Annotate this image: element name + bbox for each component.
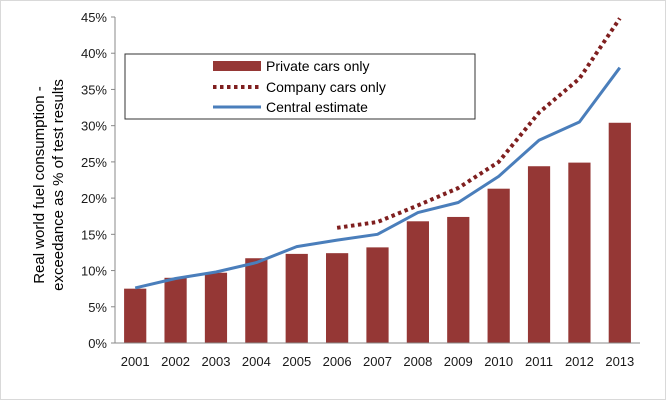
y-tick-label: 15% <box>81 227 107 242</box>
bar <box>487 188 510 343</box>
y-tick-label: 20% <box>81 191 107 206</box>
bar <box>568 162 591 343</box>
legend-label-central: Central estimate <box>266 99 368 115</box>
legend-box <box>124 53 476 120</box>
bar <box>326 253 349 343</box>
x-tick-label: 2008 <box>403 354 432 369</box>
x-tick-label: 2011 <box>525 354 553 369</box>
x-tick-label: 2009 <box>444 354 473 369</box>
bar <box>245 258 268 343</box>
bar <box>285 253 308 343</box>
y-tick-label: 25% <box>81 155 107 170</box>
y-axis-label-line2: exceedance as % of test results <box>50 79 67 291</box>
x-tick-label: 2004 <box>242 354 271 369</box>
x-tick-label: 2007 <box>363 354 392 369</box>
y-tick-label: 35% <box>81 82 107 97</box>
y-tick-label: 45% <box>81 10 107 25</box>
bar <box>608 122 631 343</box>
x-axis: 2001 2002 2003 2004 2005 2006 2007 2008 2009 2010… <box>115 342 640 369</box>
legend-label-company: Company cars only <box>266 79 386 95</box>
bar <box>204 272 228 343</box>
y-tick-label: 5% <box>88 300 107 315</box>
y-axis: 0% 5% 10% 15% 20% 25% 30% 35% 40% 45% <box>81 10 116 351</box>
y-axis-label-line1: Real world fuel consumption - <box>31 86 48 284</box>
bar <box>406 221 429 343</box>
x-tick-label: 2013 <box>605 354 634 369</box>
legend-swatch-private <box>213 61 261 71</box>
bar <box>366 247 389 343</box>
bar <box>527 166 551 343</box>
bar <box>447 216 470 343</box>
x-tick-label: 2002 <box>161 354 190 369</box>
x-tick-label: 2001 <box>121 354 150 369</box>
y-axis-label: Real world fuel consumption - exceedance… <box>31 79 67 291</box>
line-series <box>134 17 622 290</box>
y-tick-label: 40% <box>81 46 107 61</box>
y-tick-label: 10% <box>81 264 107 279</box>
bar <box>124 288 147 343</box>
bar <box>164 277 187 343</box>
y-tick-label: 0% <box>88 336 107 351</box>
y-tick-label: 30% <box>81 119 107 134</box>
legend-label-private: Private cars only <box>266 58 369 74</box>
bar-series <box>124 122 631 343</box>
x-tick-label: 2012 <box>565 354 594 369</box>
x-tick-label: 2005 <box>282 354 311 369</box>
x-tick-label: 2010 <box>484 354 513 369</box>
x-tick-label: 2006 <box>323 354 352 369</box>
central-estimate-line <box>134 66 622 290</box>
legend: Private cars only Company cars only Cent… <box>124 53 476 120</box>
x-tick-label: 2003 <box>202 354 231 369</box>
